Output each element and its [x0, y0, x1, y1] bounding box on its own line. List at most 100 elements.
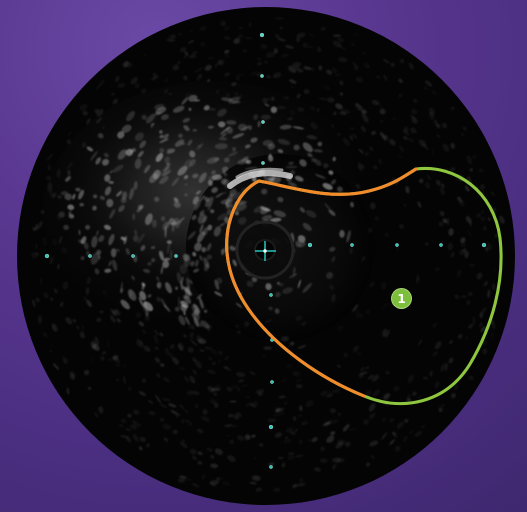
speckle — [183, 175, 189, 180]
speckle — [299, 159, 307, 167]
speckle — [75, 187, 81, 192]
speckle — [485, 246, 489, 252]
speckle — [95, 157, 101, 165]
speckle — [491, 283, 496, 291]
speckle — [245, 159, 252, 165]
speckle — [199, 172, 207, 184]
speckle — [66, 162, 74, 170]
speckle — [134, 132, 144, 142]
speckle — [98, 406, 104, 414]
speckle — [299, 207, 306, 213]
speckle — [293, 65, 300, 70]
speckle — [244, 36, 253, 40]
speckle — [226, 126, 233, 134]
speckle — [379, 104, 384, 110]
speckle — [146, 113, 156, 124]
speckle — [448, 228, 454, 236]
speckle — [53, 288, 58, 294]
scale-dot — [88, 254, 92, 258]
speckle — [336, 458, 345, 463]
speckle — [295, 315, 303, 321]
speckle — [206, 79, 211, 82]
speckle — [359, 366, 366, 372]
speckle — [189, 448, 197, 455]
speckle — [221, 132, 227, 138]
speckle — [273, 72, 282, 79]
speckle — [237, 387, 241, 392]
speckle — [331, 67, 338, 74]
speckle — [349, 127, 355, 130]
speckle — [294, 454, 304, 458]
speckle — [332, 389, 341, 393]
speckle — [40, 210, 45, 214]
speckle — [339, 230, 345, 238]
speckle — [115, 248, 120, 252]
speckle — [183, 159, 192, 171]
speckle — [439, 210, 445, 217]
speckle — [385, 370, 390, 375]
speckle — [192, 455, 197, 460]
speckle — [188, 54, 197, 59]
speckle — [372, 165, 378, 170]
speckle — [335, 103, 343, 110]
speckle — [228, 413, 232, 418]
speckle — [184, 183, 188, 186]
speckle — [244, 434, 251, 441]
speckle — [215, 192, 224, 198]
speckle — [256, 57, 263, 61]
speckle — [289, 430, 296, 436]
speckle — [422, 376, 429, 380]
speckle — [147, 261, 152, 266]
speckle — [209, 398, 217, 404]
speckle — [499, 215, 505, 224]
speckle — [331, 293, 336, 303]
speckle — [61, 247, 68, 254]
speckle — [216, 90, 220, 94]
speckle — [389, 418, 395, 423]
speckle — [213, 392, 218, 397]
speckle — [249, 371, 256, 376]
speckle — [250, 137, 258, 143]
speckle — [339, 80, 344, 86]
speckle — [159, 332, 164, 337]
speckle — [365, 389, 372, 397]
speckle — [365, 308, 371, 315]
speckle — [295, 240, 301, 248]
speckle — [138, 296, 144, 308]
speckle — [262, 97, 268, 104]
speckle — [183, 334, 187, 338]
speckle — [460, 242, 466, 247]
speckle — [60, 190, 68, 196]
speckle — [221, 480, 231, 487]
speckle — [474, 364, 482, 370]
speckle — [266, 52, 275, 58]
speckle — [92, 343, 100, 351]
speckle — [337, 186, 343, 193]
speckle — [288, 161, 294, 166]
speckle — [264, 319, 272, 323]
speckle — [450, 167, 455, 172]
speckle — [270, 106, 278, 114]
speckle — [193, 199, 201, 211]
speckle — [224, 365, 231, 371]
speckle — [116, 318, 121, 323]
speckle — [330, 179, 337, 185]
speckle — [205, 324, 213, 329]
speckle — [168, 218, 176, 226]
speckle — [355, 309, 360, 319]
speckle — [370, 455, 375, 459]
speckle — [166, 148, 171, 155]
speckle — [280, 336, 289, 342]
speckle — [316, 46, 322, 53]
speckle — [285, 45, 294, 49]
speckle — [464, 185, 470, 192]
speckle — [188, 333, 194, 340]
speckle — [366, 65, 370, 69]
speckle — [180, 142, 186, 146]
speckle — [82, 110, 88, 116]
speckle — [316, 108, 320, 113]
speckle — [274, 17, 284, 20]
speckle — [349, 135, 354, 141]
speckle — [277, 149, 284, 154]
speckle — [80, 236, 87, 244]
